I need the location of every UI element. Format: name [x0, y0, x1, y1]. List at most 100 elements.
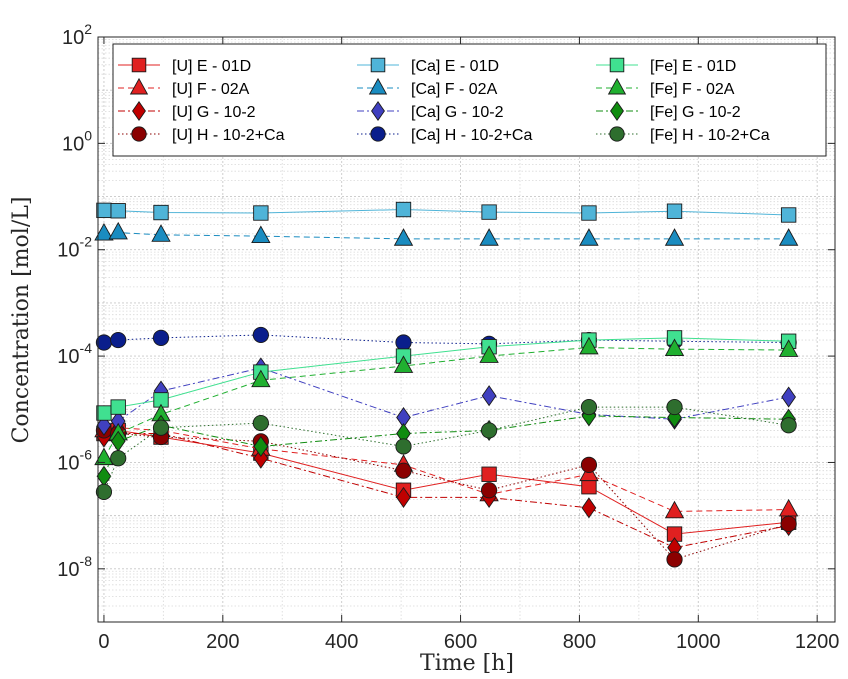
- plot-frame: [97, 36, 836, 623]
- data-point-circle: [131, 126, 147, 142]
- legend-label: [U] G - 10-2: [172, 104, 256, 121]
- legend-entry: [Fe] F - 02A: [596, 77, 735, 98]
- data-point-triangle: [479, 345, 499, 363]
- data-point-circle: [780, 515, 797, 532]
- data-point-circle: [480, 422, 498, 439]
- data-point-square: [481, 466, 497, 482]
- data-point-square: [395, 201, 412, 218]
- data-point-triangle: [251, 369, 271, 388]
- y-tick-label: 10-8: [57, 553, 92, 581]
- legend-entry: [Fe] E - 01D: [596, 57, 736, 75]
- data-point-diamond: [253, 435, 269, 458]
- series-line: [103, 415, 789, 477]
- legend-label: [U] E - 01D: [172, 58, 251, 75]
- data-point-circle: [395, 438, 412, 455]
- data-point-circle: [95, 334, 113, 351]
- data-point-triangle: [664, 228, 685, 246]
- x-tick-label: 200: [206, 631, 239, 653]
- data-point-circle: [152, 419, 170, 436]
- legend-label: [Fe] H - 10-2+Ca: [650, 127, 770, 144]
- series-12: [95, 398, 797, 500]
- legend-label: [Ca] E - 01D: [411, 58, 499, 75]
- legend-entry: [U] F - 02A: [118, 77, 250, 98]
- data-point-triangle: [607, 77, 627, 95]
- y-tick-label: 10-4: [57, 340, 92, 368]
- legend-label: [U] H - 10-2+Ca: [172, 127, 285, 144]
- data-point-diamond: [96, 414, 112, 436]
- data-point-triangle: [251, 225, 271, 243]
- data-point-circle: [580, 398, 598, 416]
- y-tick-label: 10-6: [57, 446, 92, 474]
- data-point-triangle: [393, 228, 414, 246]
- data-point-diamond: [132, 101, 146, 121]
- data-point-circle: [480, 482, 498, 499]
- legend-entry: [Ca] G - 10-2: [357, 101, 504, 121]
- series-layer: [94, 201, 799, 568]
- data-point-circle: [780, 417, 797, 434]
- data-point-square: [96, 202, 112, 219]
- data-point-triangle: [368, 77, 388, 95]
- data-point-triangle: [778, 228, 799, 246]
- data-point-square: [581, 205, 597, 221]
- data-point-circle: [666, 551, 683, 568]
- data-point-square: [481, 204, 497, 220]
- x-tick-label: 1000: [676, 631, 721, 653]
- data-point-triangle: [94, 447, 114, 466]
- data-point-triangle: [94, 223, 114, 241]
- data-point-circle: [395, 334, 412, 351]
- data-point-diamond: [253, 447, 269, 469]
- data-point-circle: [110, 331, 127, 349]
- data-point-diamond: [781, 386, 796, 408]
- data-point-triangle: [479, 228, 499, 246]
- legend-entry: [Ca] H - 10-2+Ca: [357, 126, 532, 144]
- series-10: [94, 336, 799, 466]
- data-point-triangle: [108, 221, 128, 240]
- legend-label: [Ca] G - 10-2: [411, 104, 504, 121]
- data-point-square: [96, 405, 112, 421]
- series-6: [94, 221, 799, 246]
- legend-label: [Ca] F - 02A: [411, 81, 498, 98]
- x-tick-label: 800: [563, 631, 596, 653]
- data-point-square: [609, 57, 625, 73]
- x-tick-label: 1200: [795, 631, 840, 653]
- y-tick-label: 10-2: [57, 234, 92, 262]
- x-tick-label: 0: [98, 631, 109, 653]
- data-point-square: [110, 203, 126, 219]
- data-point-triangle: [664, 338, 685, 356]
- legend-label: [Fe] F - 02A: [650, 81, 735, 98]
- data-point-square: [153, 204, 169, 221]
- axis-ticks: [98, 36, 835, 622]
- legend-box: [112, 43, 827, 157]
- data-point-triangle: [151, 224, 171, 242]
- series-line: [103, 429, 789, 561]
- data-point-diamond: [581, 497, 597, 519]
- x-tick-label: 400: [325, 631, 358, 653]
- data-point-circle: [609, 126, 625, 142]
- data-point-square: [110, 399, 126, 415]
- data-point-diamond: [371, 101, 385, 121]
- data-point-diamond: [396, 486, 411, 508]
- data-point-circle: [252, 414, 269, 432]
- data-point-circle: [252, 326, 269, 344]
- legend-label: [Ca] H - 10-2+Ca: [411, 127, 532, 144]
- series-line: [103, 232, 789, 240]
- data-point-triangle: [778, 339, 799, 357]
- data-point-square: [253, 205, 269, 221]
- series-5: [96, 201, 797, 223]
- data-point-square: [666, 203, 683, 219]
- data-point-square: [131, 57, 147, 73]
- legend-entry: [U] H - 10-2+Ca: [118, 126, 285, 144]
- legend-entry: [Fe] G - 10-2: [596, 101, 741, 121]
- data-point-triangle: [393, 355, 414, 373]
- legend-label: [Fe] E - 01D: [650, 58, 736, 75]
- legend: [U] E - 01D [U] F - 02A [U] G - 10-2 [U] H …: [112, 43, 827, 157]
- data-point-triangle: [664, 500, 685, 519]
- data-point-square: [780, 207, 797, 223]
- data-point-diamond: [481, 385, 497, 407]
- data-point-diamond: [610, 101, 624, 121]
- data-point-circle: [152, 329, 170, 346]
- data-point-circle: [370, 126, 386, 142]
- data-point-circle: [95, 483, 113, 500]
- legend-entry: [U] G - 10-2: [118, 101, 256, 121]
- legend-label: [Fe] G - 10-2: [650, 104, 741, 121]
